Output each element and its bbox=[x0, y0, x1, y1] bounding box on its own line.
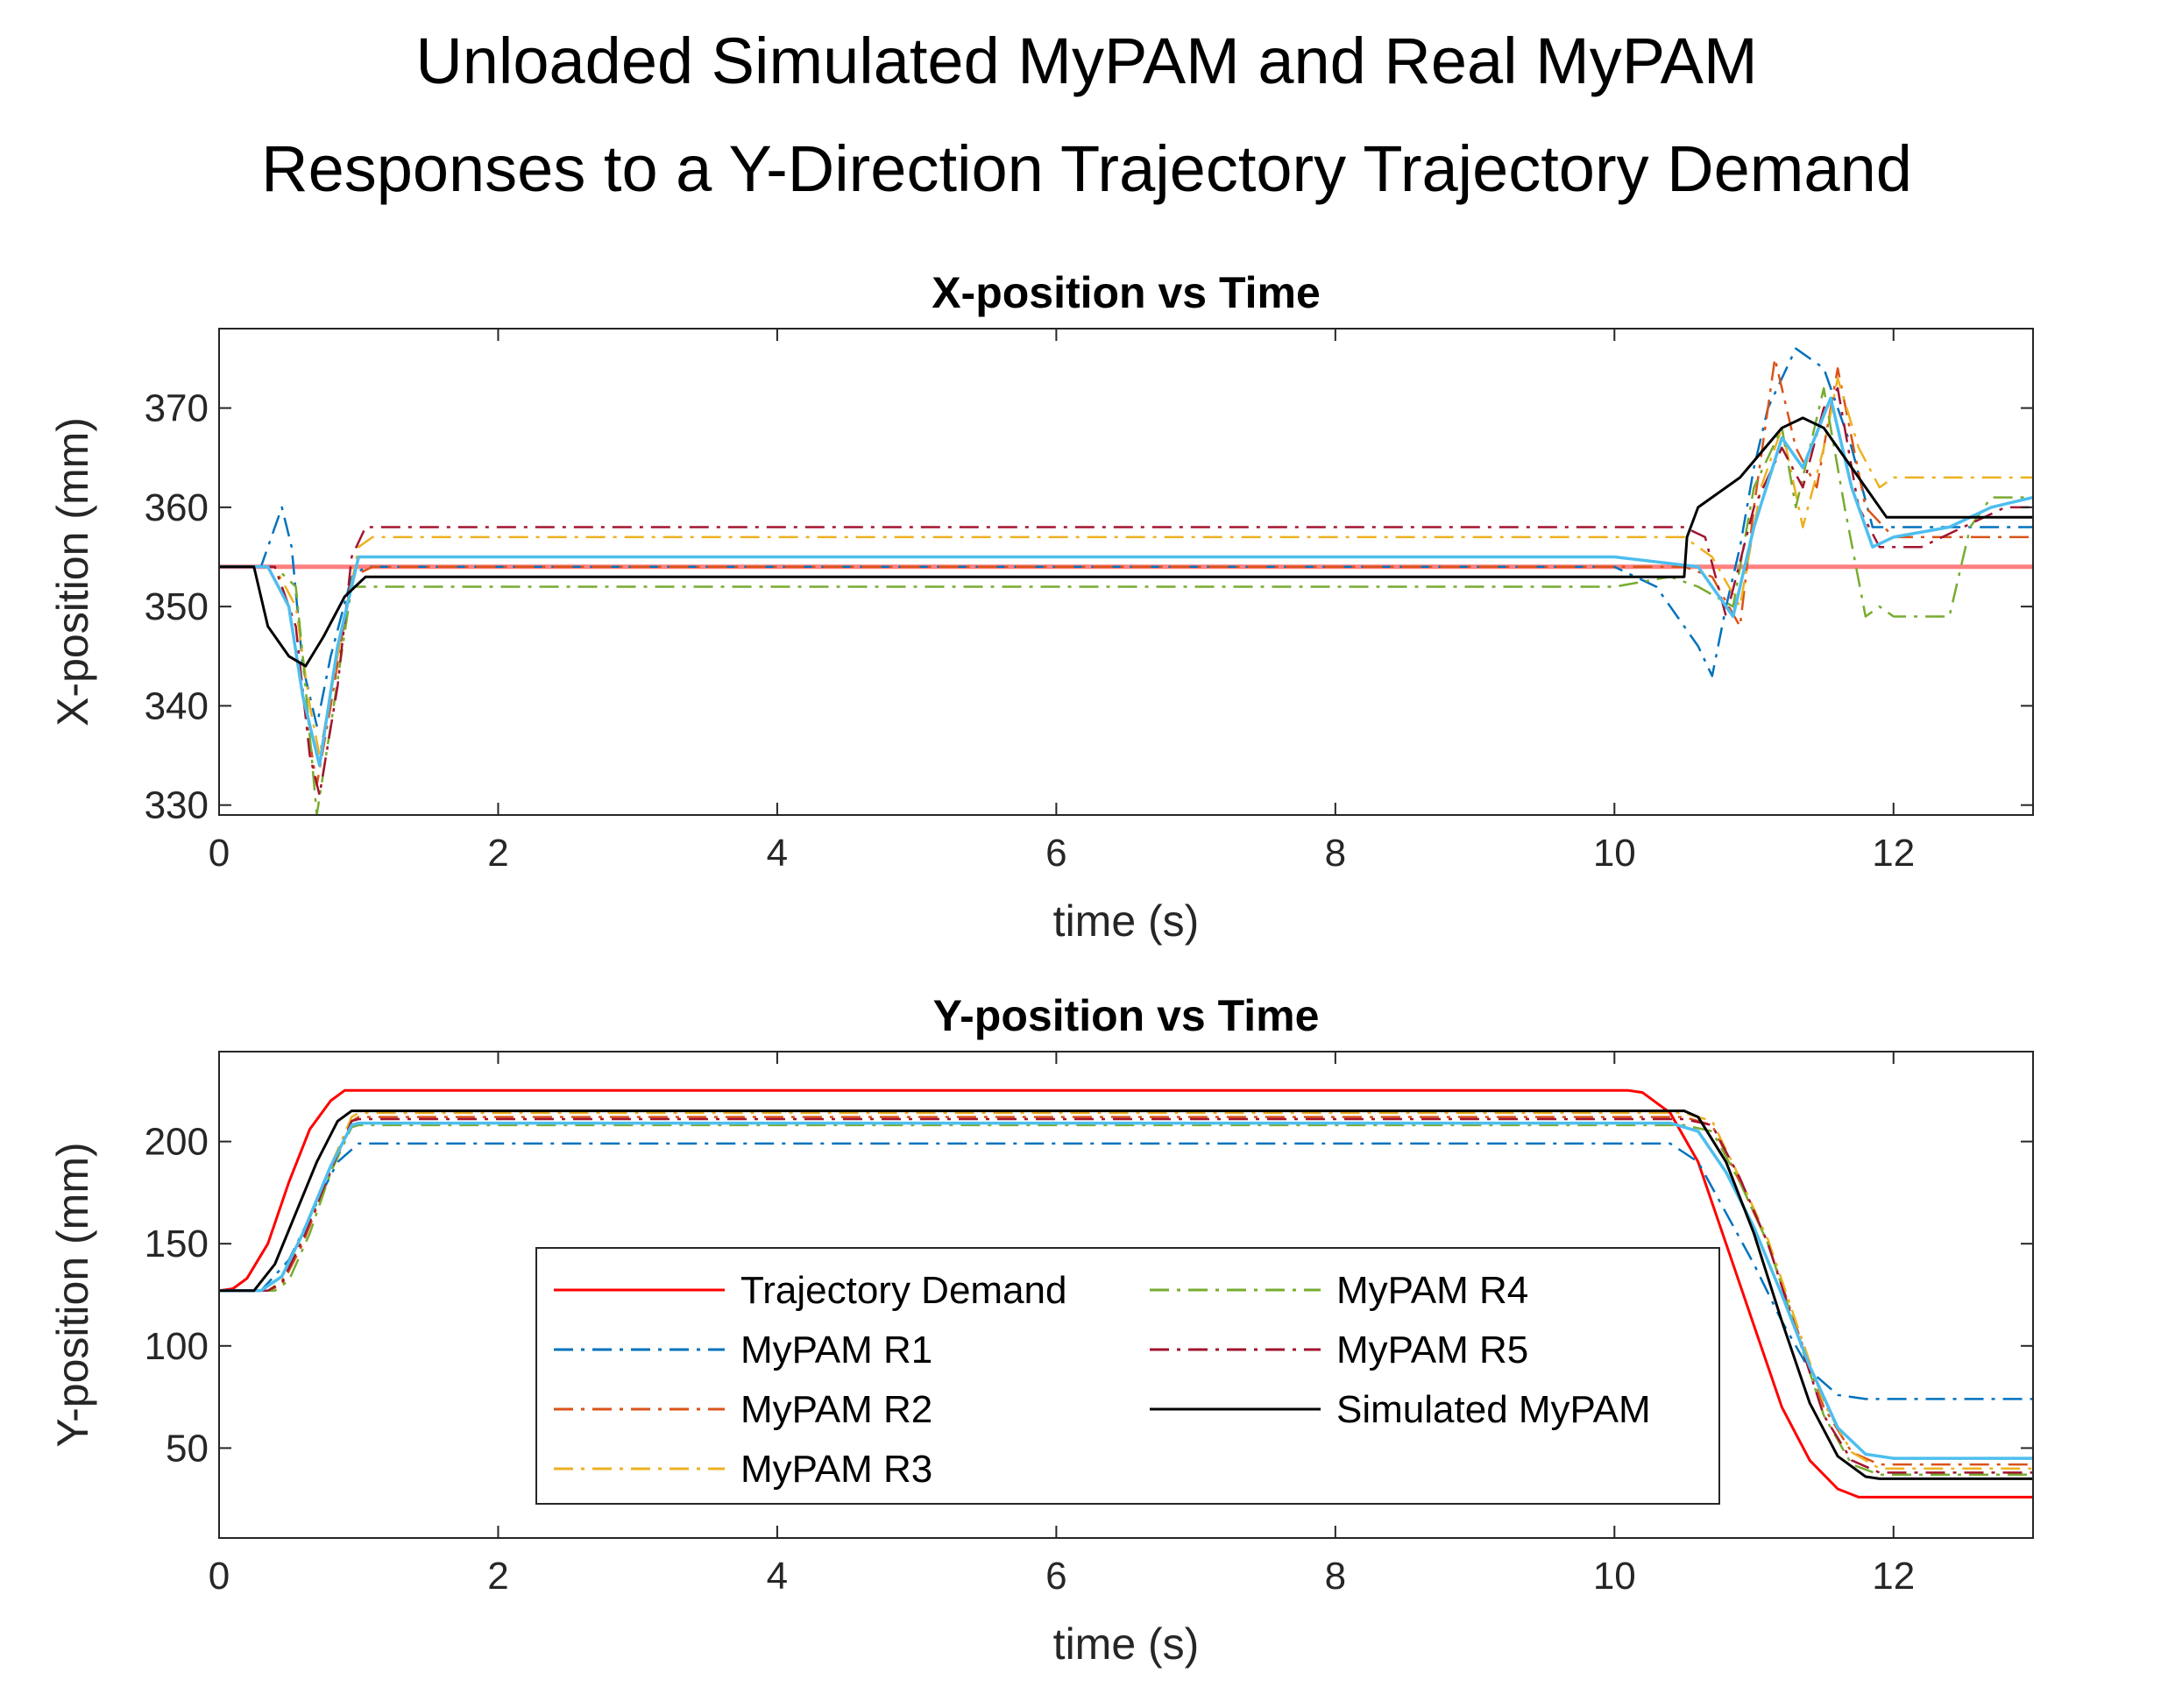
series-line-mypam-baseline bbox=[219, 1121, 2033, 1460]
x-tick-label: 12 bbox=[1872, 1555, 1915, 1598]
x-tick-label: 10 bbox=[1593, 832, 1636, 875]
x-tick-label: 0 bbox=[209, 1555, 230, 1598]
legend-label: MyPAM R4 bbox=[1336, 1269, 1528, 1312]
x-tick-label: 2 bbox=[487, 832, 508, 875]
x-axis-label: time (s) bbox=[1053, 897, 1200, 946]
series-line-mypam-r5 bbox=[219, 1117, 2033, 1474]
legend-label: Simulated MyPAM bbox=[1336, 1388, 1651, 1431]
axes-frame bbox=[218, 328, 2034, 816]
x-tick-label: 8 bbox=[1325, 1555, 1346, 1598]
y-tick-label: 370 bbox=[145, 387, 209, 430]
legend-label: Trajectory Demand bbox=[740, 1269, 1067, 1312]
legend-label: MyPAM R1 bbox=[740, 1329, 932, 1371]
series-line-trajectory-demand bbox=[219, 1088, 2033, 1499]
x-tick-label: 8 bbox=[1325, 832, 1346, 875]
figure-title-line1: Unloaded Simulated MyPAM and Real MyPAM bbox=[415, 25, 1757, 97]
x-tick-label: 12 bbox=[1872, 832, 1915, 875]
x-tick-label: 6 bbox=[1045, 832, 1066, 875]
x-tick-label: 4 bbox=[767, 832, 788, 875]
legend-label: MyPAM R5 bbox=[1336, 1329, 1528, 1371]
series-group bbox=[219, 347, 2033, 815]
legend-label: MyPAM R3 bbox=[740, 1448, 932, 1491]
figure-title-line2: Responses to a Y-Direction Trajectory Tr… bbox=[261, 132, 1912, 205]
series-line-mypam-r3 bbox=[219, 377, 2033, 757]
x-axis-label: time (s) bbox=[1053, 1619, 1200, 1669]
x-tick-label: 6 bbox=[1045, 1555, 1066, 1598]
x-tick-label: 4 bbox=[767, 1555, 788, 1598]
y-axis-label: Y-position (mm) bbox=[48, 1142, 97, 1447]
x-tick-label: 10 bbox=[1593, 1555, 1636, 1598]
axes-frame bbox=[218, 1051, 2034, 1539]
legend-label: MyPAM R2 bbox=[740, 1388, 932, 1431]
x-tick-label: 2 bbox=[487, 1555, 508, 1598]
y-axis-label: X-position (mm) bbox=[48, 417, 97, 726]
series-line-simulated-mypam bbox=[219, 416, 2033, 668]
x-tick-label: 0 bbox=[209, 832, 230, 875]
series-group bbox=[219, 1088, 2033, 1499]
y-tick-label: 150 bbox=[145, 1223, 209, 1265]
series-line-simulated-mypam bbox=[219, 1109, 2033, 1480]
legend-box bbox=[535, 1247, 1720, 1505]
series-line-mypam-baseline bbox=[219, 396, 2033, 768]
series-line-mypam-r1 bbox=[219, 347, 2033, 727]
y-tick-label: 50 bbox=[166, 1427, 209, 1470]
y-tick-label: 360 bbox=[145, 486, 209, 529]
subplot-title: X-position vs Time bbox=[932, 268, 1321, 317]
y-tick-label: 350 bbox=[145, 585, 209, 628]
legend: Trajectory Demand MyPAM R1 MyPAM R2 MyPAM R… bbox=[535, 1247, 1720, 1505]
subplot-title: Y-position vs Time bbox=[933, 991, 1320, 1040]
y-tick-label: 340 bbox=[145, 684, 209, 727]
y-tick-label: 200 bbox=[145, 1121, 209, 1164]
y-tick-label: 100 bbox=[145, 1325, 209, 1368]
y-tick-label: 330 bbox=[145, 784, 209, 827]
x-position-subplot: 0 2 4 6 8 10 12 330 340 350 360 370 X-position vs Ti… bbox=[48, 268, 2034, 946]
plot-area bbox=[219, 329, 2033, 815]
series-line-mypam-r5 bbox=[219, 386, 2033, 797]
